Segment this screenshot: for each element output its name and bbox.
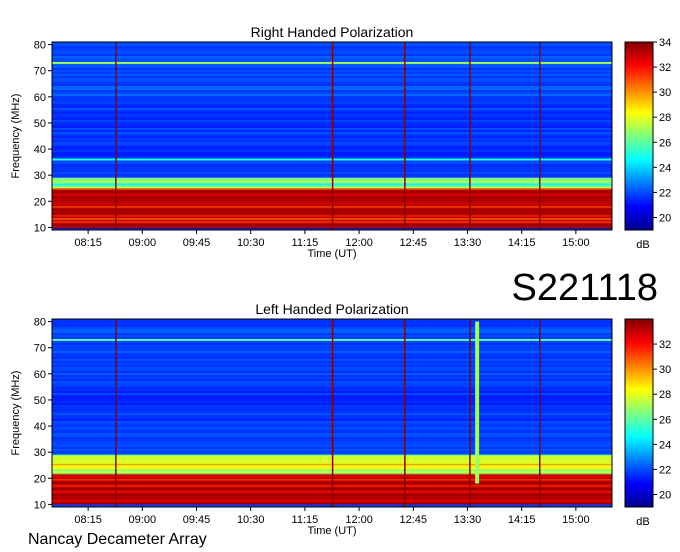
footer-text: Nancay Decameter Array bbox=[28, 531, 207, 548]
colorbar-label: dB bbox=[636, 516, 649, 528]
colorbar-tick-label: 34 bbox=[659, 37, 671, 49]
colorbar-tick-label: 28 bbox=[659, 112, 671, 124]
x-tick-label: 11:15 bbox=[292, 514, 319, 526]
colorbar-tick-label: 24 bbox=[659, 162, 671, 174]
x-tick-label: 12:00 bbox=[345, 514, 373, 526]
x-axis-label: Time (UT) bbox=[307, 525, 356, 537]
colorbar-tick-label: 20 bbox=[659, 212, 671, 224]
x-tick-label: 13:30 bbox=[454, 237, 482, 249]
plot-frame bbox=[51, 41, 613, 231]
y-tick-label: 40 bbox=[34, 421, 46, 433]
y-tick-label: 70 bbox=[34, 66, 46, 78]
x-tick-label: 12:00 bbox=[345, 237, 373, 249]
colorbar-tick-label: 28 bbox=[659, 389, 671, 401]
colorbar-tick-label: 32 bbox=[659, 339, 671, 351]
chart-panel-2: Left Handed Polarization 10 20 30 40 50 60 70 80… bbox=[10, 301, 671, 537]
y-tick-label: 80 bbox=[34, 40, 46, 52]
x-tick-label: 13:30 bbox=[454, 514, 482, 526]
y-tick-label: 10 bbox=[34, 222, 46, 234]
x-tick-label: 14:15 bbox=[508, 237, 536, 249]
y-axis-label: Frequency (MHz) bbox=[10, 371, 22, 456]
x-tick-label: 09:45 bbox=[183, 514, 211, 526]
y-tick-label: 30 bbox=[34, 447, 46, 459]
chart-title: Left Handed Polarization bbox=[255, 301, 408, 317]
y-tick-label: 60 bbox=[34, 369, 46, 381]
y-tick-label: 70 bbox=[34, 343, 46, 355]
y-tick-label: 60 bbox=[34, 92, 46, 104]
x-tick-label: 15:00 bbox=[562, 237, 590, 249]
colorbar-tick-label: 24 bbox=[659, 439, 671, 451]
colorbar-label: dB bbox=[636, 239, 649, 251]
x-axis-label: Time (UT) bbox=[307, 248, 356, 260]
x-tick-label: 08:15 bbox=[74, 237, 102, 249]
x-tick-label: 12:45 bbox=[400, 514, 428, 526]
x-tick-label: 09:45 bbox=[183, 237, 211, 249]
colorbar-tick-label: 20 bbox=[659, 489, 671, 501]
colorbar-tick-label: 22 bbox=[659, 187, 671, 199]
colorbar-tick-label: 26 bbox=[659, 137, 671, 149]
x-tick-label: 08:15 bbox=[74, 514, 102, 526]
y-tick-label: 50 bbox=[34, 118, 46, 130]
y-axis-label: Frequency (MHz) bbox=[10, 94, 22, 179]
colorbar-tick-label: 32 bbox=[659, 62, 671, 74]
x-tick-label: 15:00 bbox=[562, 514, 590, 526]
x-tick-label: 09:00 bbox=[129, 237, 157, 249]
x-tick-label: 10:30 bbox=[237, 514, 265, 526]
colorbar bbox=[624, 41, 654, 231]
plot-frame bbox=[51, 318, 613, 508]
x-tick-label: 10:30 bbox=[237, 237, 265, 249]
y-tick-label: 20 bbox=[34, 196, 46, 208]
colorbar-tick-label: 22 bbox=[659, 464, 671, 476]
y-tick-label: 30 bbox=[34, 170, 46, 182]
chart-panel-1: Right Handed Polarization 10 20 30 40 50 60 70 8… bbox=[10, 24, 671, 260]
x-tick-label: 09:00 bbox=[129, 514, 157, 526]
x-tick-label: 14:15 bbox=[508, 514, 536, 526]
y-tick-label: 50 bbox=[34, 395, 46, 407]
vertical-burst bbox=[475, 321, 480, 484]
y-tick-label: 10 bbox=[34, 499, 46, 511]
y-tick-label: 80 bbox=[34, 317, 46, 329]
colorbar-tick-label: 30 bbox=[659, 87, 671, 99]
colorbar-tick-label: 26 bbox=[659, 414, 671, 426]
colorbar bbox=[624, 318, 654, 508]
chart-title: Right Handed Polarization bbox=[251, 24, 414, 40]
date-label: S221118 bbox=[511, 267, 658, 309]
y-tick-label: 20 bbox=[34, 473, 46, 485]
y-tick-label: 40 bbox=[34, 144, 46, 156]
x-tick-label: 12:45 bbox=[400, 237, 428, 249]
colorbar-tick-label: 30 bbox=[659, 364, 671, 376]
x-tick-label: 11:15 bbox=[292, 237, 319, 249]
